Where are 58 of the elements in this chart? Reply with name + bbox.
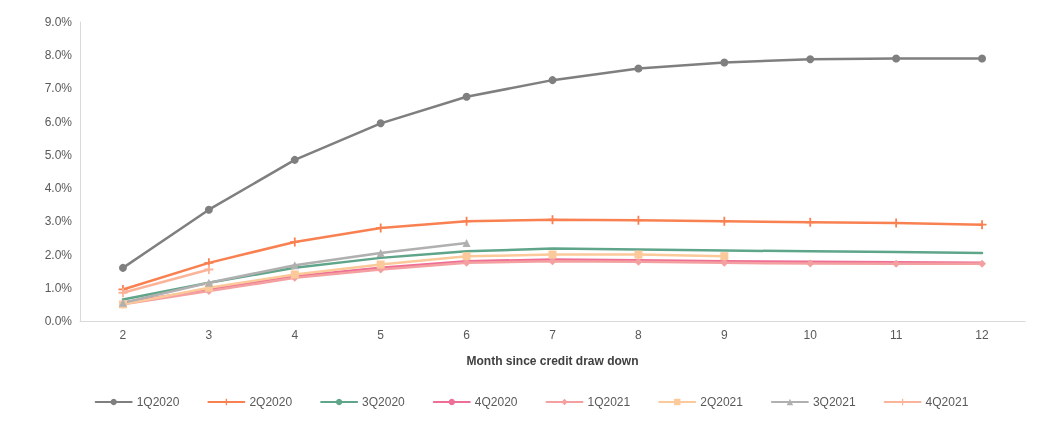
point (548, 76, 557, 85)
y-tick-label: 9.0% (44, 15, 73, 29)
legend-label: 1Q2020 (136, 395, 180, 409)
legend-label: 4Q2021 (925, 395, 969, 409)
legend-label: 4Q2020 (474, 395, 518, 409)
point (720, 252, 729, 261)
x-tick-label: 7 (549, 328, 557, 342)
y-tick-label: 7.0% (44, 81, 73, 96)
point (548, 250, 557, 259)
point (462, 92, 471, 101)
point (290, 155, 299, 164)
point (118, 263, 127, 272)
point (376, 248, 385, 257)
point (462, 238, 471, 247)
point (978, 54, 987, 63)
x-tick-label: 12 (975, 328, 990, 342)
x-tick-label: 4 (291, 328, 299, 342)
point (806, 55, 815, 64)
x-tick-label: 9 (720, 328, 728, 342)
x-tick-label: 11 (889, 328, 903, 342)
y-tick-label: 6.0% (44, 114, 73, 129)
legend-label: 3Q2021 (812, 395, 856, 409)
point (290, 237, 300, 247)
point (977, 220, 987, 230)
y-tick-label: 3.0% (44, 214, 73, 229)
x-tick-label: 2 (119, 328, 127, 342)
y-tick-label: 8.0% (44, 48, 73, 63)
point (462, 252, 471, 261)
point (892, 54, 901, 63)
x-tick-label: 5 (377, 328, 385, 342)
point (118, 288, 128, 298)
y-tick-label: 5.0% (44, 147, 73, 162)
legend-label: 1Q2021 (587, 395, 631, 409)
y-tick-label: 2.0% (44, 247, 73, 262)
point (634, 64, 643, 73)
point (719, 216, 729, 226)
point (376, 119, 385, 128)
legend-label: 2Q2020 (249, 395, 293, 409)
legend-label: 2Q2021 (700, 395, 744, 409)
x-tick-label: 6 (463, 328, 471, 342)
y-tick-label: 0.0% (44, 314, 73, 328)
point (806, 259, 815, 268)
point (805, 217, 815, 227)
point (720, 58, 729, 67)
point (634, 257, 643, 266)
point (634, 250, 643, 259)
point (204, 278, 213, 287)
point (376, 223, 386, 233)
point (376, 260, 385, 269)
x-axis-title: Month since credit draw down (466, 354, 639, 368)
x-tick-label: 3 (205, 328, 213, 342)
legend-label: 3Q2020 (362, 395, 406, 409)
x-tick-label: 8 (635, 328, 643, 342)
point (204, 205, 213, 214)
x-tick-label: 10 (803, 328, 818, 342)
y-tick-label: 1.0% (44, 280, 73, 295)
y-tick-label: 4.0% (44, 181, 73, 196)
point (978, 259, 987, 268)
